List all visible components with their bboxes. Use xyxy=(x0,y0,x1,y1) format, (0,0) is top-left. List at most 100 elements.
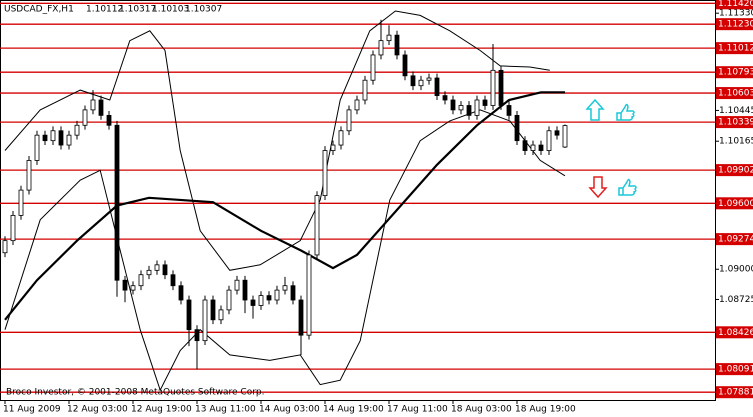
candle-body xyxy=(458,105,464,111)
x-tick-label: 17 Aug 11:00 xyxy=(387,405,448,415)
x-tick-label: 13 Aug 11:00 xyxy=(195,405,256,415)
x-tick-label: 18 Aug 19:00 xyxy=(515,405,576,415)
candle-body xyxy=(450,99,456,111)
candle-body xyxy=(162,264,168,276)
candle-body xyxy=(482,99,488,106)
candle-body xyxy=(498,69,504,106)
candle-body xyxy=(274,289,280,301)
candle-body xyxy=(314,195,320,256)
level-label: 1.11420 xyxy=(718,0,753,9)
level-label: 1.09274 xyxy=(718,235,753,245)
level-label: 1.08426 xyxy=(718,328,753,338)
candle-body xyxy=(122,279,128,291)
level-label-box xyxy=(716,197,753,210)
candle-body xyxy=(434,77,440,97)
candle-body xyxy=(258,295,264,306)
level-label-box xyxy=(716,87,753,100)
candle-body xyxy=(194,329,200,342)
candle-body xyxy=(330,144,336,151)
symbol: USDCAD_FX,H1 xyxy=(4,5,74,15)
candle-body xyxy=(210,299,216,321)
level-label-box xyxy=(716,66,753,79)
candle-body xyxy=(202,299,208,342)
candle-body xyxy=(266,295,272,301)
candle-body xyxy=(98,99,104,116)
candle-body xyxy=(514,114,520,142)
candle-body xyxy=(42,134,48,142)
level-label-box xyxy=(716,164,753,177)
candle-body xyxy=(178,285,184,301)
level-label-box xyxy=(716,233,753,246)
x-tick-label: 18 Aug 03:00 xyxy=(451,405,512,415)
level-label-box xyxy=(716,18,753,31)
candle-body xyxy=(474,99,480,116)
candle-body xyxy=(170,274,176,287)
buy-signal xyxy=(585,98,635,121)
sell-thumb xyxy=(618,178,637,196)
candle-body xyxy=(298,299,304,336)
candle-body xyxy=(66,134,72,146)
candle-body xyxy=(442,95,448,101)
candle-body xyxy=(538,144,544,151)
candle-body xyxy=(90,99,96,111)
y-tick-label: 1.08725 xyxy=(719,295,753,305)
candle-body xyxy=(130,285,136,291)
level-label: 1.10793 xyxy=(718,68,753,78)
level-label: 1.11230 xyxy=(718,20,753,30)
candle-body xyxy=(154,264,160,271)
level-label: 1.09600 xyxy=(718,199,753,209)
level-label-box xyxy=(716,386,753,399)
candle-body xyxy=(530,144,536,151)
candle-body xyxy=(146,269,152,276)
level-label: 1.11012 xyxy=(718,44,753,54)
candle-body xyxy=(338,130,344,146)
candle-body xyxy=(26,160,32,191)
candle-body xyxy=(522,140,528,151)
candle-body xyxy=(562,125,568,148)
y-tick-label: 1.10165 xyxy=(719,137,753,147)
candle-body xyxy=(378,40,384,56)
y-tick-label: 1.10445 xyxy=(719,106,753,116)
x-tick-label: 12 Aug 03:00 xyxy=(67,405,128,415)
candle-body xyxy=(114,124,120,281)
candle-body xyxy=(242,279,248,301)
y-tick-label: 1.09000 xyxy=(719,265,753,275)
level-label: 1.07881 xyxy=(718,388,753,398)
candle-body xyxy=(386,34,392,42)
plot-frame xyxy=(0,0,716,401)
candle-body xyxy=(546,130,552,151)
level-label-box xyxy=(716,326,753,339)
level-label: 1.09902 xyxy=(718,166,753,176)
candle-body xyxy=(106,114,112,126)
level-label: 1.08091 xyxy=(718,365,753,375)
level-label: 1.10603 xyxy=(718,89,753,99)
candle-body xyxy=(58,130,64,146)
level-label-box xyxy=(716,0,753,10)
footer: Broco Investor, © 2001-2008 MetaQuotes S… xyxy=(6,388,265,398)
candle-body xyxy=(74,124,80,136)
candle-body xyxy=(394,34,400,56)
ohlc-low: 1.10103 xyxy=(152,5,189,15)
candle-body xyxy=(346,109,352,132)
level-label: 1.10339 xyxy=(718,118,753,128)
x-tick-label: 14 Aug 19:00 xyxy=(323,405,384,415)
x-tick-label: 12 Aug 19:00 xyxy=(131,405,192,415)
candle-body xyxy=(370,54,376,81)
candle-body xyxy=(186,299,192,331)
candle-body xyxy=(226,289,232,311)
candle-body xyxy=(466,105,472,116)
candle-body xyxy=(426,77,432,81)
ohlc-high: 1.10317 xyxy=(119,5,156,15)
candle-body xyxy=(282,285,288,291)
candle-body xyxy=(250,299,256,306)
bollinger-upper xyxy=(4,10,550,271)
candle-body xyxy=(10,214,16,242)
candle-body xyxy=(2,240,8,254)
y-tick-label: 1.11330 xyxy=(719,9,753,19)
x-tick-label: 11 Aug 2009 xyxy=(3,405,61,415)
candle-body xyxy=(554,130,560,136)
plot xyxy=(0,2,715,393)
level-label-box xyxy=(716,42,753,55)
candle-body xyxy=(18,189,24,216)
candle-body xyxy=(138,274,144,287)
